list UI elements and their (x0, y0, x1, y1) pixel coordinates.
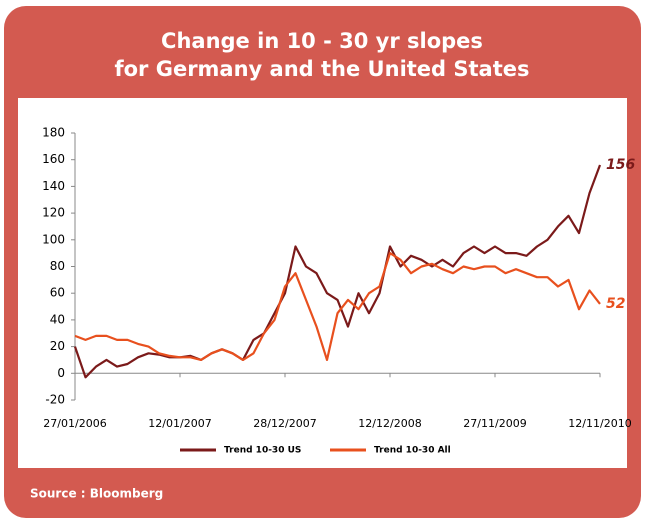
end-label: 52 (606, 296, 625, 312)
source: Source : Bloomberg (30, 487, 163, 501)
end-label: 156 (606, 157, 635, 173)
x-tick-label: 12/11/2010 (568, 417, 631, 430)
series-line (74, 252, 601, 361)
chart-title: Change in 10 - 30 yr slopes (161, 29, 483, 53)
y-tick-label: 160 (42, 152, 65, 166)
series-line (73, 164, 602, 379)
x-tick-label: 12/01/2007 (148, 417, 211, 430)
x-tick-label: 12/12/2008 (358, 417, 421, 430)
y-tick-label: 80 (50, 259, 65, 273)
y-tick-label: 0 (57, 366, 65, 380)
legend-label: Trend 10-30 All (374, 446, 451, 456)
y-tick-label: 140 (42, 179, 65, 193)
x-tick-label: 27/01/2006 (43, 417, 106, 430)
y-tick-label: 100 (42, 232, 65, 246)
y-tick-label: 40 (50, 312, 65, 326)
x-tick-label: 27/11/2009 (463, 417, 526, 430)
y-tick-label: 180 (42, 126, 65, 140)
y-tick-label: -20 (45, 393, 65, 407)
chart-title: for Germany and the United States (114, 57, 529, 81)
y-tick-label: 20 (50, 339, 65, 353)
y-tick-label: 60 (50, 286, 65, 300)
y-tick-label: 120 (42, 206, 65, 220)
legend-label: Trend 10-30 US (224, 446, 301, 456)
x-tick-label: 28/12/2007 (253, 417, 316, 430)
